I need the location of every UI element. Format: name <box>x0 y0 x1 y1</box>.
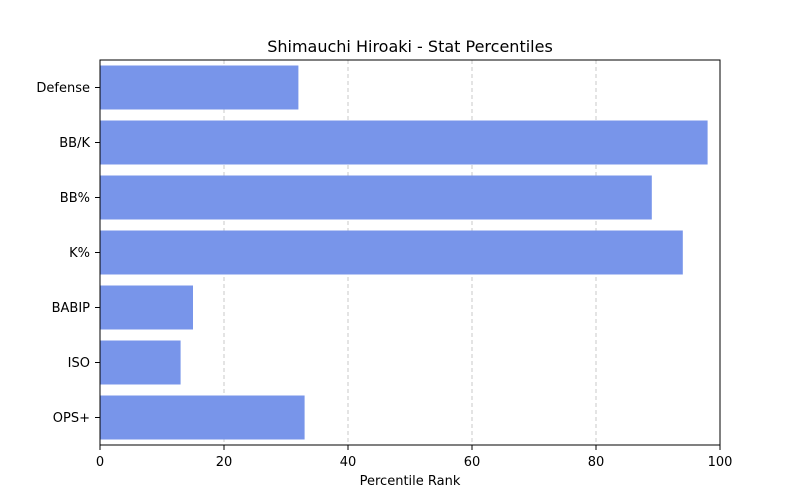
y-axis-ticks: Defense BB/K BB% K% BABIP ISO OPS+ <box>36 81 100 426</box>
bar-defense <box>100 65 299 110</box>
y-tick-label: ISO <box>68 356 90 371</box>
x-tick-label: 20 <box>216 455 233 470</box>
x-tick-label: 40 <box>340 455 357 470</box>
x-tick-label: 80 <box>588 455 605 470</box>
x-axis-ticks: 0 20 40 60 80 100 <box>96 445 733 470</box>
x-tick-label: 0 <box>96 455 104 470</box>
x-tick-label: 100 <box>708 455 733 470</box>
bar-iso <box>100 340 181 385</box>
y-tick-label: OPS+ <box>53 411 90 426</box>
bar-bb <box>100 175 652 220</box>
y-tick-label: BB/K <box>59 136 90 151</box>
y-tick-label: K% <box>69 246 90 261</box>
bars <box>100 65 708 440</box>
y-tick-label: BB% <box>60 191 90 206</box>
chart-title: Shimauchi Hiroaki - Stat Percentiles <box>267 37 553 56</box>
x-tick-label: 60 <box>464 455 481 470</box>
y-tick-label: BABIP <box>52 301 91 316</box>
x-axis-title: Percentile Rank <box>360 474 461 489</box>
bar-ops <box>100 395 305 440</box>
bar-k <box>100 230 683 275</box>
y-tick-label: Defense <box>36 81 90 96</box>
bar-bb-k <box>100 120 708 165</box>
bar-babip <box>100 285 193 330</box>
